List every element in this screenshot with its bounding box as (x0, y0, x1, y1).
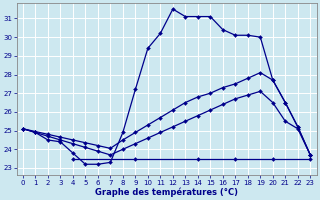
X-axis label: Graphe des températures (°C): Graphe des températures (°C) (95, 187, 238, 197)
